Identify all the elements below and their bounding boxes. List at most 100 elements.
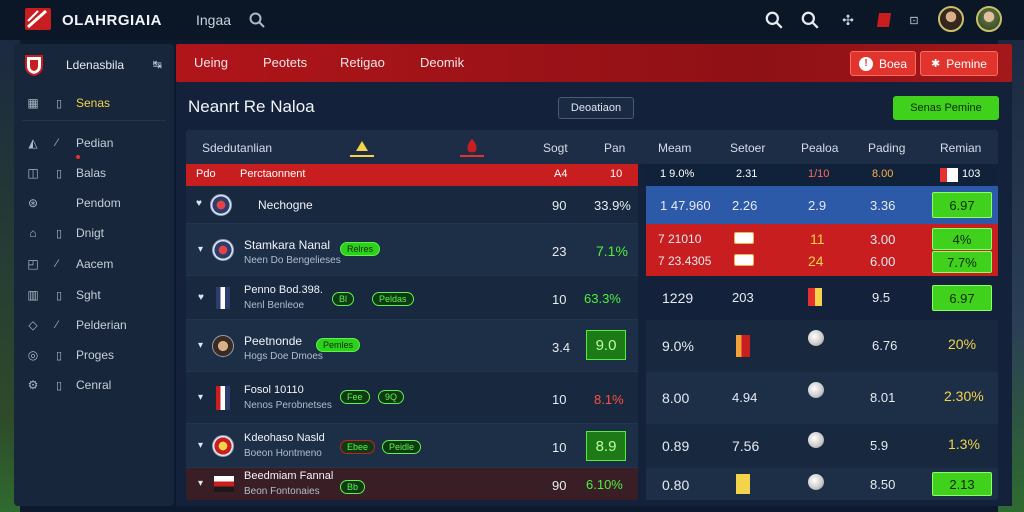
team-crest-icon	[216, 287, 230, 309]
flag-icon	[734, 254, 754, 266]
col-header-meam[interactable]: Meam	[658, 141, 692, 155]
col-header-pading[interactable]: Pading	[868, 141, 906, 155]
pin-icon: ⁄	[56, 137, 58, 149]
flag-icon	[940, 168, 958, 182]
sidebar-item-pendom[interactable]: ⊛ Pendom	[27, 196, 121, 210]
chevron-down-icon: ▾	[198, 340, 204, 351]
table-row-stats[interactable]: 1229 203 9.5 6.97	[646, 276, 998, 320]
heart-icon: ♥	[198, 292, 204, 303]
gear-icon: ✱	[931, 58, 941, 70]
table-row-stats[interactable]: 0.89 7.56 5.9 1.3%	[646, 424, 998, 468]
message-icon[interactable]: ⊡	[909, 14, 919, 27]
zoom-icon[interactable]	[800, 10, 820, 30]
top-link[interactable]: Ingaa	[196, 12, 232, 28]
col-header-sogt[interactable]: Sogt	[543, 141, 568, 155]
tab-retigao[interactable]: Retigao	[340, 55, 385, 70]
chevron-down-icon: ▾	[198, 392, 204, 403]
table-row-highlight-stats[interactable]: 1 9.0% 2.31 1/10 8.00 103	[646, 164, 998, 186]
shield-icon: ◇	[28, 318, 38, 332]
column-separator	[638, 164, 646, 500]
main-panel: Ueing Peotets Retigao Deomik ! Boea ✱ Pe…	[176, 44, 1012, 506]
chevron-down-icon: ▾	[198, 440, 204, 451]
col-header-pan[interactable]: Pan	[604, 141, 626, 155]
nav-button-pemine[interactable]: ✱ Pemine	[920, 51, 998, 76]
sidebar-item-cenral[interactable]: ⚙ ▯ Cenral	[27, 378, 112, 392]
notification-icon[interactable]	[874, 10, 894, 30]
divider	[22, 120, 166, 121]
table-row[interactable]: ▾ Stamkara Nanal Neen Do Bengelieses Rel…	[186, 224, 638, 276]
player-avatar-icon	[212, 335, 234, 357]
pin-icon: ⁄	[56, 319, 58, 331]
team-crest-icon	[210, 194, 232, 216]
team-crest-icon	[212, 435, 234, 457]
sidebar-title: Ldenasbila	[66, 58, 125, 72]
list-icon: ◰	[27, 257, 39, 271]
search-icon[interactable]	[248, 11, 266, 29]
table-row[interactable]: ▾ Fosol 10110 Nenos Perobnetses Fee 9Q 1…	[186, 372, 638, 424]
tab-peotets[interactable]: Peotets	[263, 55, 308, 70]
brand-name: OLAHRGIAIA	[62, 12, 162, 29]
ball-icon	[808, 382, 824, 398]
fire-icon[interactable]	[460, 137, 484, 157]
sidebar-item-aacem[interactable]: ◰ ⁄ Aacem	[27, 257, 114, 271]
search-icon[interactable]	[764, 10, 784, 30]
sidebar: Ldenasbila ↹ ▦ ▯ Senas ◭ ⁄ Pedian ◫ ▯ Ba…	[14, 44, 174, 506]
filter-dropdown[interactable]: Deoatiaon	[558, 97, 634, 119]
clock-icon: ◎	[27, 348, 39, 362]
sidebar-header: Ldenasbila	[24, 54, 124, 76]
action-button[interactable]: Senas Pemine	[893, 96, 999, 120]
table-row[interactable]: ♥ Penno Bod.398. Nenl Benleoe Bl Peldas …	[186, 276, 638, 320]
home-icon: ▦	[27, 96, 39, 110]
sidebar-item-sght[interactable]: ▥ ▯ Sght	[27, 288, 101, 302]
sidebar-item-proges[interactable]: ◎ ▯ Proges	[27, 348, 115, 362]
sidebar-item-senas[interactable]: ▦ ▯ Senas	[27, 96, 111, 110]
avatar[interactable]	[938, 6, 964, 32]
bell-icon: !	[858, 56, 873, 71]
col-header-setoer[interactable]: Setoer	[730, 141, 766, 155]
sidebar-item-balas[interactable]: ◫ ▯ Balas	[27, 166, 107, 180]
tab-ueing[interactable]: Ueing	[194, 55, 228, 70]
sidebar-item-pedian[interactable]: ◭ ⁄ Pedian	[26, 134, 113, 152]
sidebar-item-pelderian[interactable]: ◇ ⁄ Pelderian	[26, 316, 126, 334]
sidebar-item-dnigt[interactable]: ⌂ ▯ Dnigt	[26, 224, 104, 242]
table-row-highlight[interactable]: Pdo Perctaonnent A4 10	[186, 164, 638, 186]
club-crest-icon	[25, 55, 43, 76]
tab-deomik[interactable]: Deomik	[420, 55, 465, 70]
sort-up-icon[interactable]	[350, 137, 374, 157]
table-row-stats[interactable]: 8.00 4.94 8.01 2.30%	[646, 372, 998, 424]
col-header-remian[interactable]: Remian	[940, 141, 982, 155]
table-header: Sdedutanlian Sogt Pan Meam Setoer Pealoa…	[186, 130, 998, 164]
bar-icon: ▯	[56, 97, 63, 110]
box-icon: ▯	[56, 227, 63, 240]
box-icon: ▯	[56, 379, 63, 392]
team-crest-icon	[212, 239, 234, 261]
collapse-icon[interactable]: ↹	[152, 59, 162, 71]
flag-icon: ◭	[28, 136, 38, 150]
col-header-name[interactable]: Sdedutanlian	[202, 141, 273, 155]
pin-icon: ⁄	[56, 258, 58, 270]
box-icon: ▯	[56, 349, 63, 362]
col-header-pealoa[interactable]: Pealoa	[801, 141, 839, 155]
ball-icon	[808, 330, 824, 346]
badge-icon	[736, 474, 750, 494]
table-row-stats[interactable]: 0.80 8.50 2.13	[646, 468, 998, 500]
badge-icon	[736, 335, 750, 357]
settings-icon[interactable]: ✣	[842, 11, 854, 28]
box-icon: ▯	[56, 167, 63, 180]
brand-logo-icon	[25, 8, 51, 30]
table-row-stats[interactable]: 7 21010 7 23.4305 11 24 3.00 6.00 4% 7.7…	[646, 224, 998, 276]
team-crest-icon	[216, 386, 230, 410]
nav-button-boea[interactable]: ! Boea	[850, 51, 916, 76]
heart-icon: ♥	[196, 198, 202, 209]
nav-bar: Ueing Peotets Retigao Deomik ! Boea ✱ Pe…	[176, 44, 1012, 82]
table-row-stats[interactable]: 9.0% 6.76 20%	[646, 320, 998, 372]
chevron-down-icon: ▾	[198, 244, 204, 255]
flag-icon	[734, 232, 754, 244]
avatar-secondary[interactable]	[976, 6, 1002, 32]
table-row[interactable]: ▾ Peetnonde Hogs Doe Dmoes Pemles 3.4 9.…	[186, 320, 638, 372]
table-row[interactable]: ▾ Kdeohaso Nasld Boeon Hontmeno Ebee Pei…	[186, 424, 638, 468]
table-row[interactable]: ▾ Beedmiam Fannal Beon Fontonaies Bb 90 …	[186, 468, 638, 500]
table-row[interactable]: ♥ Nechogne 90 33.9%	[186, 186, 638, 224]
book-icon: ▥	[27, 288, 39, 302]
table-row-stats[interactable]: 1 47.960 2.26 2.9 3.36 6.97	[646, 186, 998, 224]
